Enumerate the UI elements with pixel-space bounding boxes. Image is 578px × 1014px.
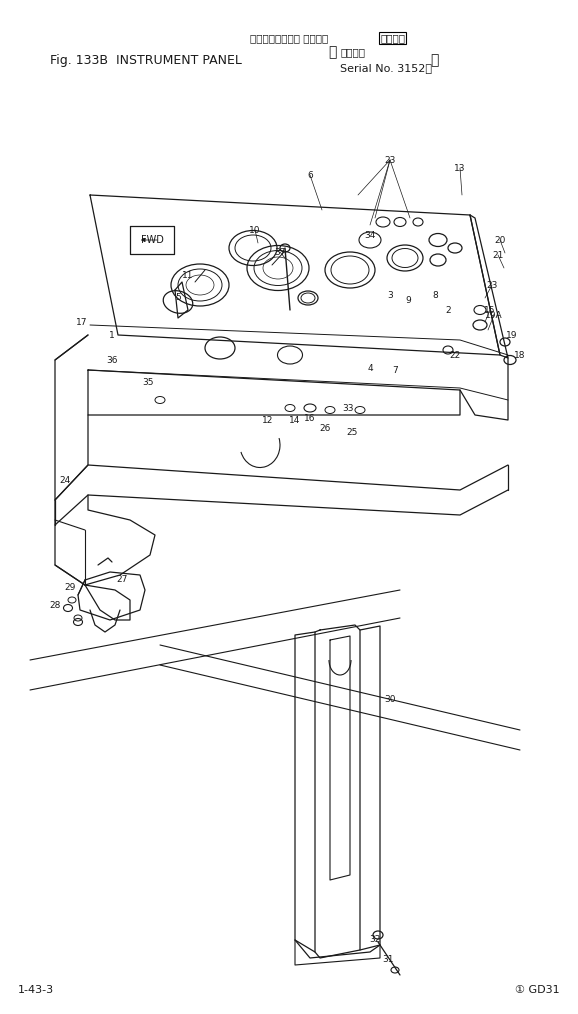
- Text: 23: 23: [486, 281, 498, 290]
- Text: Fig. 133B  INSTRUMENT PANEL: Fig. 133B INSTRUMENT PANEL: [50, 54, 242, 67]
- Text: 19A: 19A: [485, 310, 503, 319]
- Text: 12: 12: [262, 416, 274, 425]
- Text: 25: 25: [346, 428, 358, 436]
- Text: 30: 30: [384, 696, 396, 705]
- Text: 1-43-3: 1-43-3: [18, 985, 54, 995]
- Text: 2: 2: [445, 305, 451, 314]
- Text: 22: 22: [449, 351, 461, 360]
- Text: 適用号機: 適用号機: [380, 33, 405, 43]
- Text: 16: 16: [304, 414, 316, 423]
- Text: 32: 32: [369, 936, 381, 944]
- Text: 14: 14: [290, 416, 301, 425]
- Text: 37: 37: [274, 247, 286, 257]
- Text: Serial No. 3152～: Serial No. 3152～: [340, 63, 432, 73]
- Text: 1: 1: [109, 331, 115, 340]
- Text: （: （: [328, 45, 336, 59]
- Text: 27: 27: [116, 576, 128, 584]
- Text: 34: 34: [364, 230, 376, 239]
- Text: 3: 3: [387, 290, 393, 299]
- Text: 7: 7: [392, 365, 398, 374]
- Text: 11: 11: [182, 271, 194, 280]
- Text: 19: 19: [506, 331, 518, 340]
- Text: 33: 33: [342, 404, 354, 413]
- Text: 17: 17: [76, 317, 88, 327]
- Text: 4: 4: [367, 363, 373, 372]
- Text: 9: 9: [405, 295, 411, 304]
- Text: 35: 35: [142, 377, 154, 386]
- Text: 26: 26: [319, 424, 331, 433]
- Text: ）: ）: [430, 53, 438, 67]
- Text: ① GD31: ① GD31: [516, 985, 560, 995]
- Text: FWD: FWD: [140, 235, 164, 245]
- Text: 21: 21: [492, 250, 503, 260]
- Text: 31: 31: [382, 955, 394, 964]
- Text: 29: 29: [64, 582, 76, 591]
- Text: 10: 10: [249, 225, 261, 234]
- Text: 18: 18: [514, 351, 526, 360]
- Text: 36: 36: [106, 356, 118, 364]
- Text: 13: 13: [454, 163, 466, 172]
- Text: インスツルメント パネル（: インスツルメント パネル（: [250, 33, 328, 43]
- Text: 28: 28: [49, 600, 61, 609]
- Text: 15: 15: [484, 305, 496, 314]
- Text: 20: 20: [494, 235, 506, 244]
- Text: 8: 8: [432, 290, 438, 299]
- Text: 5: 5: [175, 292, 181, 301]
- Text: 23: 23: [384, 155, 396, 164]
- Text: 24: 24: [60, 476, 71, 485]
- Text: 適用号機: 適用号機: [340, 47, 365, 57]
- Text: 6: 6: [307, 170, 313, 179]
